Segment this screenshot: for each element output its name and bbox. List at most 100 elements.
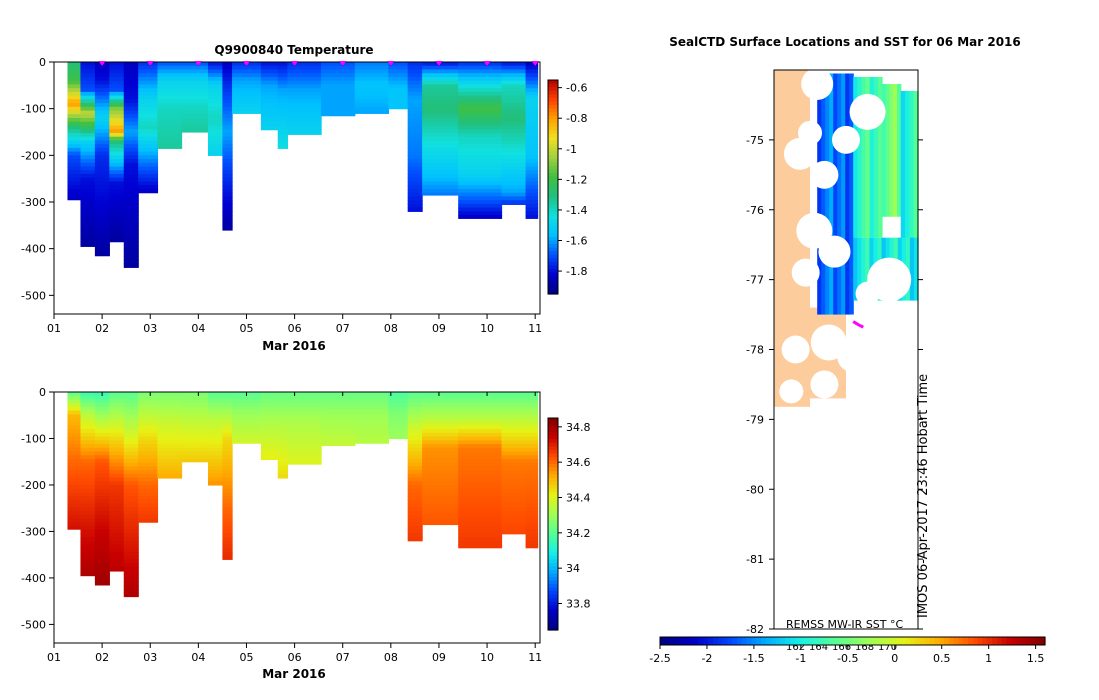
profile-column [222,392,233,560]
colorbar-segment [548,594,558,599]
profile-cell [109,62,125,67]
profile-cell [94,129,110,134]
profile-cell [157,395,183,401]
colorbar-segment [548,83,558,88]
profile-cell [407,166,423,171]
profile-cell [277,132,288,138]
profile-cell [80,188,96,194]
profile-cell [260,103,279,108]
profile-cell [407,196,423,201]
profile-cell [123,118,139,123]
colorbar-segment [548,183,558,188]
profile-cell [123,522,139,527]
profile-cell [525,196,539,201]
colorbar-segment [548,577,558,582]
profile-column [388,62,409,110]
profile-cell [388,69,409,74]
profile-cell [109,563,125,568]
profile-cell [260,106,279,112]
profile-cell [181,118,209,123]
profile-cell [222,140,233,145]
profile-cell [458,425,503,430]
profile-cell [109,458,125,464]
profile-cell [123,99,139,104]
profile-cell [109,429,125,434]
profile-cell [354,406,390,412]
profile-cell [287,440,322,445]
profile-cell [222,470,233,475]
profile-cell [458,406,503,412]
profile-column [80,392,96,577]
profile-cell [157,429,183,434]
colorbar-segment [895,637,902,645]
profile-cell [321,410,356,415]
temperature-xlabel: Mar 2016 [262,339,326,353]
profile-cell [109,215,125,220]
profile-cell [501,529,527,534]
profile-cell [407,440,423,445]
profile-cell [80,203,96,209]
x-tick-label: 09 [432,322,446,335]
profile-cell [525,462,539,467]
profile-cell [422,447,459,453]
profile-cell [422,177,459,183]
profile-cell [123,125,139,130]
profile-cell [277,84,288,89]
profile-cell [123,248,139,253]
profile-cell [138,477,159,482]
profile-cell [277,444,288,449]
profile-cell [222,88,233,93]
profile-cell [260,118,279,123]
map-title: SealCTD Surface Locations and SST for 06… [669,35,1021,49]
profile-cell [94,215,110,220]
profile-cell [458,84,503,89]
profile-cell [138,147,159,153]
profile-cell [80,233,96,239]
colorbar-segment [703,637,709,645]
profile-column [277,62,288,149]
colorbar-segment [548,598,558,603]
profile-cell [222,84,233,89]
profile-cell [260,76,279,82]
sst-cell [849,73,854,315]
profile-cell [109,392,125,397]
profile-cell [80,462,96,467]
profile-cell [94,529,110,534]
profile-cell [80,155,96,160]
profile-cell [501,418,527,423]
colorbar-segment [548,233,558,238]
profile-cell [260,110,279,115]
colorbar-segment [548,165,558,170]
profile-cell [207,432,224,438]
x-tick-label: 04 [191,651,205,664]
profile-cell [138,106,159,112]
profile-cell [354,421,390,427]
profile-cell [458,510,503,516]
colorbar-segment [548,112,558,117]
colorbar-tick-label: -1.2 [566,173,587,186]
profile-cell [260,421,279,427]
colorbar-segment [669,637,676,645]
colorbar-segment [548,204,558,209]
profile-cell [94,69,110,74]
profile-cell [157,451,183,456]
profile-cell [232,91,262,97]
profile-cell [525,125,539,130]
profile-column [94,62,110,257]
y-tick-label: -200 [21,149,46,162]
profile-cell [94,410,110,415]
profile-cell [222,525,233,531]
profile-cell [80,159,96,164]
profile-cell [123,76,139,82]
profile-cell [80,499,96,505]
profile-cell [525,510,539,516]
profile-cell [222,447,233,453]
profile-cell [232,436,262,441]
colorbar-segment [789,637,796,645]
profile-cell [388,436,409,440]
profile-cell [123,436,139,441]
colorbar-segment [814,637,820,645]
profile-cell [123,159,139,164]
profile-cell [458,95,503,100]
colorbar-tick-label: -2.5 [649,652,670,665]
